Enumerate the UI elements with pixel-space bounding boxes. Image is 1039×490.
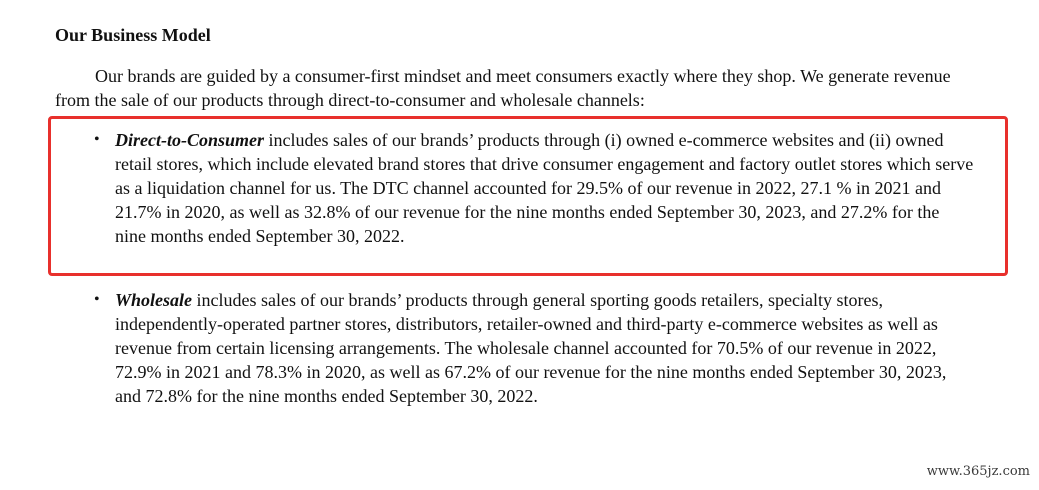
- bullet-description: includes sales of our brands’ products t…: [115, 290, 947, 406]
- bullet-text: Direct-to-Consumer includes sales of our…: [115, 128, 974, 248]
- highlight-box: [48, 116, 1008, 276]
- bullet-dot-icon: •: [94, 131, 100, 148]
- bullet-term: Wholesale: [115, 290, 193, 310]
- bullet-dot-icon: •: [94, 291, 100, 308]
- intro-paragraph: Our brands are guided by a consumer-firs…: [55, 66, 951, 110]
- bullet-wholesale: • Wholesale includes sales of our brands…: [94, 288, 974, 408]
- bullet-direct-to-consumer: • Direct-to-Consumer includes sales of o…: [94, 128, 974, 248]
- bullet-term: Direct-to-Consumer: [115, 130, 265, 150]
- bullet-text: Wholesale includes sales of our brands’ …: [115, 288, 974, 408]
- watermark: www.365jz.com: [926, 464, 1030, 479]
- section-heading: Our Business Model: [55, 25, 211, 45]
- bullet-description: includes sales of our brands’ products t…: [115, 130, 974, 246]
